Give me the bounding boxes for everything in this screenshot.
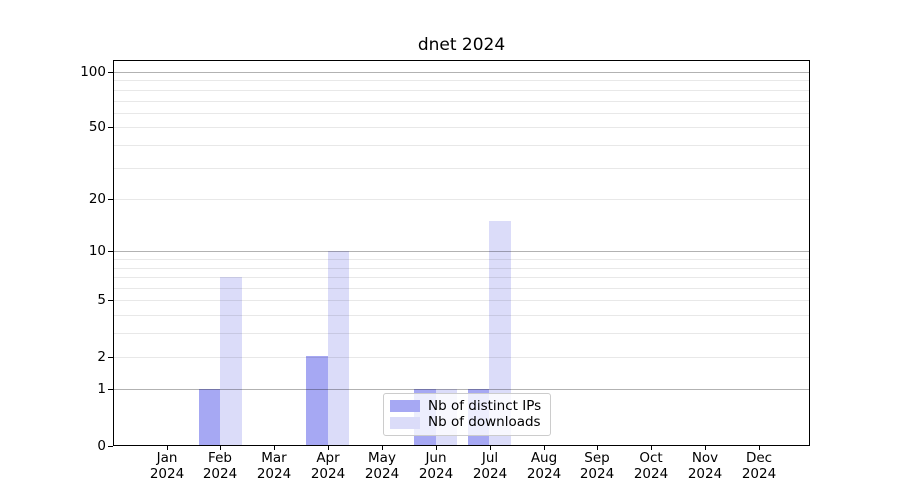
x-tick-year: 2024 bbox=[526, 465, 562, 482]
x-tick-month: Jul bbox=[481, 450, 499, 466]
legend-label-downloads: Nb of downloads bbox=[428, 414, 541, 430]
x-tick-label-apr: Apr 2024 bbox=[296, 450, 360, 482]
legend-entry-downloads: Nb of downloads bbox=[390, 414, 544, 430]
y-tick-mark bbox=[108, 446, 113, 447]
x-tick-label-jun: Jun 2024 bbox=[404, 450, 468, 482]
x-tick-month: Jun bbox=[425, 450, 447, 466]
x-tick-year: 2024 bbox=[633, 465, 669, 482]
bar-downloads bbox=[489, 220, 511, 445]
x-tick-mark bbox=[220, 446, 221, 450]
y-tick-label: 2 bbox=[97, 349, 106, 365]
x-tick-label-nov: Nov 2024 bbox=[673, 450, 737, 482]
x-tick-label-mar: Mar 2024 bbox=[242, 450, 306, 482]
x-tick-year: 2024 bbox=[202, 465, 238, 482]
legend-swatch-downloads bbox=[390, 416, 420, 429]
y-tick-label: 100 bbox=[80, 64, 106, 80]
x-tick-mark bbox=[759, 446, 760, 450]
x-tick-month: Dec bbox=[745, 450, 773, 466]
bar-distinct-ips bbox=[306, 356, 328, 445]
x-tick-mark bbox=[597, 446, 598, 450]
y-tick-mark bbox=[108, 127, 113, 128]
y-tick-label: 5 bbox=[97, 292, 106, 308]
x-tick-month: Oct bbox=[639, 450, 663, 466]
x-tick-year: 2024 bbox=[364, 465, 400, 482]
x-tick-month: Apr bbox=[316, 450, 340, 466]
bar-downloads bbox=[327, 250, 350, 445]
x-tick-year: 2024 bbox=[579, 465, 615, 482]
y-tick-mark bbox=[108, 251, 113, 252]
x-tick-year: 2024 bbox=[741, 465, 777, 482]
y-tick-mark bbox=[108, 72, 113, 73]
x-tick-month: Sep bbox=[584, 450, 610, 466]
plot-area bbox=[113, 60, 810, 446]
x-tick-mark bbox=[544, 446, 545, 450]
x-tick-mark bbox=[436, 446, 437, 450]
x-tick-label-dec: Dec 2024 bbox=[727, 450, 791, 482]
x-tick-month: Mar bbox=[261, 450, 287, 466]
bar-distinct-ips bbox=[198, 388, 221, 445]
x-tick-label-feb: Feb 2024 bbox=[188, 450, 252, 482]
x-tick-mark bbox=[167, 446, 168, 450]
y-tick-mark bbox=[108, 300, 113, 301]
x-tick-mark bbox=[651, 446, 652, 450]
legend: Nb of distinct IPs Nb of downloads bbox=[383, 393, 551, 436]
x-tick-year: 2024 bbox=[418, 465, 454, 482]
y-tick-mark bbox=[108, 389, 113, 390]
x-tick-mark bbox=[382, 446, 383, 450]
chart-title: dnet 2024 bbox=[417, 35, 506, 55]
legend-label-distinct-ips: Nb of distinct IPs bbox=[428, 397, 542, 414]
x-tick-month: Feb bbox=[208, 450, 232, 466]
x-tick-year: 2024 bbox=[256, 465, 292, 482]
x-tick-year: 2024 bbox=[472, 465, 508, 482]
x-tick-year: 2024 bbox=[687, 465, 723, 482]
y-tick-label: 20 bbox=[88, 191, 106, 207]
x-tick-label-may: May 2024 bbox=[350, 450, 414, 482]
legend-swatch-distinct-ips bbox=[390, 400, 420, 413]
x-tick-month: May bbox=[368, 450, 396, 466]
x-tick-label-jan: Jan 2024 bbox=[135, 450, 199, 482]
bars-layer bbox=[114, 61, 809, 445]
x-tick-mark bbox=[705, 446, 706, 450]
x-tick-label-jul: Jul 2024 bbox=[458, 450, 522, 482]
x-tick-mark bbox=[328, 446, 329, 450]
y-tick-label: 50 bbox=[88, 119, 106, 135]
x-tick-year: 2024 bbox=[310, 465, 346, 482]
x-tick-month: Aug bbox=[530, 450, 558, 466]
y-tick-label: 10 bbox=[88, 243, 106, 259]
x-tick-mark bbox=[490, 446, 491, 450]
x-tick-month: Jan bbox=[156, 450, 178, 466]
x-tick-mark bbox=[274, 446, 275, 450]
x-tick-label-sep: Sep 2024 bbox=[565, 450, 629, 482]
y-tick-mark bbox=[108, 199, 113, 200]
x-tick-label-aug: Aug 2024 bbox=[512, 450, 576, 482]
y-tick-label: 1 bbox=[97, 381, 106, 397]
y-tick-mark bbox=[108, 357, 113, 358]
x-tick-label-oct: Oct 2024 bbox=[619, 450, 683, 482]
x-tick-year: 2024 bbox=[149, 465, 185, 482]
y-tick-label: 0 bbox=[97, 438, 106, 454]
x-tick-month: Nov bbox=[691, 450, 719, 466]
legend-entry-distinct-ips: Nb of distinct IPs bbox=[390, 397, 544, 414]
bar-downloads bbox=[220, 276, 242, 445]
